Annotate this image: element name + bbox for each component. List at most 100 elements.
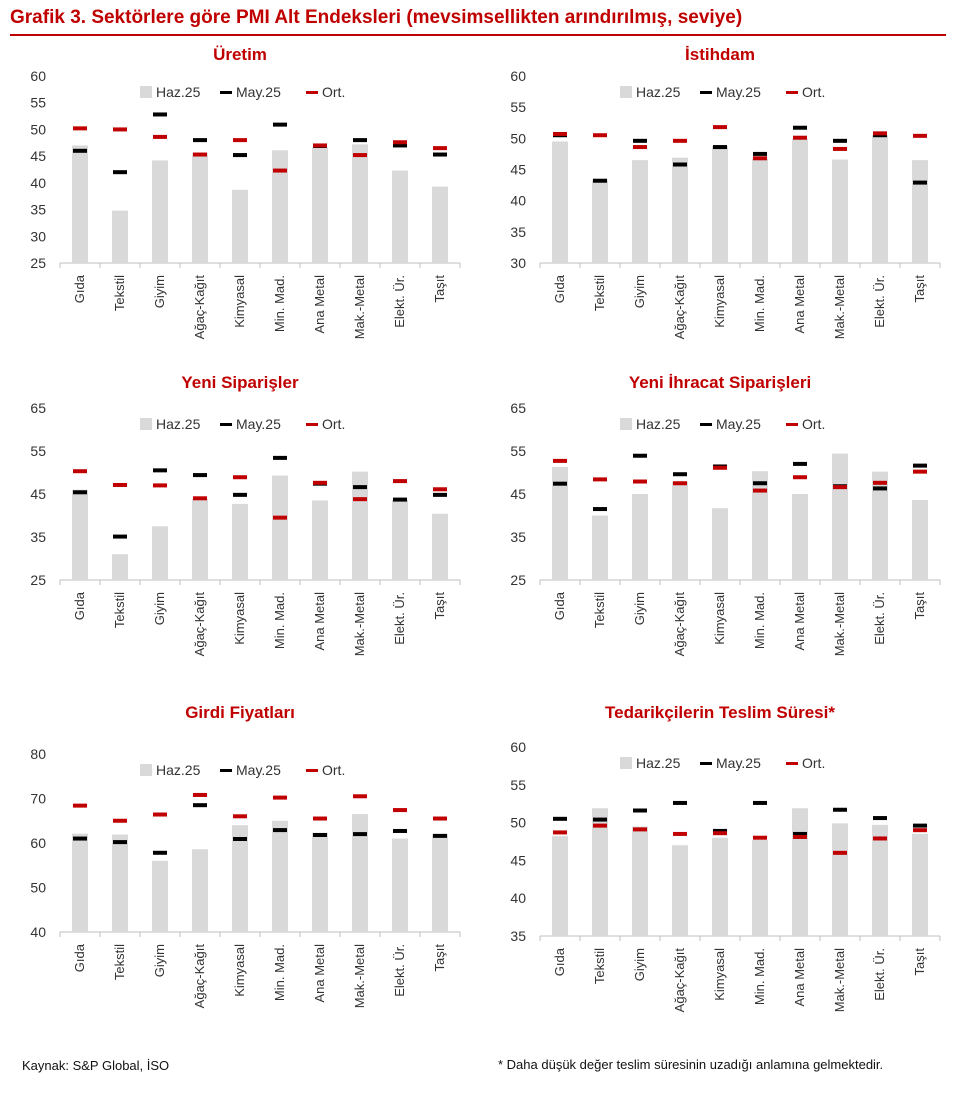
bar-haz25: [312, 500, 328, 580]
x-category-label: Min. Mad.: [272, 592, 287, 649]
marker-ort: [913, 133, 927, 138]
bar-haz25: [712, 508, 728, 580]
marker-may25: [713, 145, 727, 150]
marker-may25: [113, 170, 127, 175]
legend-swatch-ort: [786, 423, 798, 426]
marker-ort: [393, 140, 407, 145]
marker-may25: [833, 138, 847, 143]
x-category-label: Kimyasal: [712, 275, 727, 328]
x-category-label: Ağaç-Kağıt: [192, 275, 207, 340]
bar-haz25: [552, 466, 568, 580]
y-tick-label: 25: [510, 572, 526, 588]
x-category-label: Ana Metal: [792, 592, 807, 651]
legend-label-haz25: Haz.25: [156, 416, 201, 432]
marker-may25: [793, 831, 807, 836]
legend-swatch-ort: [306, 91, 318, 94]
x-category-label: Elekt. Ür.: [392, 944, 407, 997]
y-tick-label: 25: [30, 572, 46, 588]
legend-swatch-haz25: [620, 757, 632, 769]
legend-swatch-ort: [306, 423, 318, 426]
x-category-label: Gıda: [72, 274, 87, 303]
marker-may25: [873, 486, 887, 491]
marker-ort: [233, 475, 247, 480]
marker-may25: [73, 148, 87, 153]
marker-ort: [433, 146, 447, 151]
bar-haz25: [192, 153, 208, 263]
marker-may25: [153, 468, 167, 473]
marker-may25: [793, 461, 807, 466]
x-category-label: Kimyasal: [232, 944, 247, 997]
x-category-label: Ağaç-Kağıt: [672, 275, 687, 340]
marker-may25: [753, 800, 767, 805]
marker-ort: [673, 831, 687, 836]
marker-may25: [393, 497, 407, 502]
legend-label-ort: Ort.: [322, 416, 345, 432]
legend-swatch-ort: [306, 769, 318, 772]
y-tick-label: 55: [510, 777, 526, 793]
marker-may25: [233, 492, 247, 497]
bar-haz25: [912, 833, 928, 936]
legend-label-may25: May.25: [236, 416, 281, 432]
bar-haz25: [552, 141, 568, 263]
marker-ort: [633, 479, 647, 484]
y-tick-label: 45: [30, 486, 46, 502]
marker-may25: [913, 463, 927, 468]
chart-title: Yeni Siparişler: [181, 373, 299, 392]
marker-ort: [793, 475, 807, 480]
marker-ort: [193, 152, 207, 157]
marker-may25: [753, 481, 767, 486]
marker-ort: [153, 812, 167, 817]
marker-ort: [153, 134, 167, 139]
x-category-label: Ağaç-Kağıt: [672, 948, 687, 1013]
legend-swatch-ort: [786, 762, 798, 765]
bar-haz25: [112, 554, 128, 580]
y-tick-label: 60: [30, 835, 46, 851]
marker-may25: [393, 143, 407, 148]
y-tick-label: 55: [510, 443, 526, 459]
bar-haz25: [632, 826, 648, 936]
y-tick-label: 25: [30, 255, 46, 271]
x-category-label: Giyim: [152, 944, 167, 977]
marker-may25: [193, 803, 207, 808]
chart-title: Üretim: [213, 45, 267, 64]
legend-label-haz25: Haz.25: [636, 416, 681, 432]
bar-haz25: [432, 186, 448, 263]
marker-ort: [393, 808, 407, 813]
marker-may25: [153, 850, 167, 855]
marker-may25: [193, 473, 207, 478]
x-category-label: Mak.-Metal: [832, 592, 847, 656]
x-category-label: Mak.-Metal: [352, 944, 367, 1008]
marker-may25: [553, 481, 567, 486]
y-tick-label: 40: [510, 890, 526, 906]
legend-swatch-haz25: [140, 86, 152, 98]
bar-haz25: [752, 158, 768, 263]
marker-may25: [673, 800, 687, 805]
bar-haz25: [672, 845, 688, 936]
bar-haz25: [792, 138, 808, 263]
legend-swatch-may25: [700, 423, 712, 426]
bar-haz25: [232, 503, 248, 580]
legend-label-may25: May.25: [716, 755, 761, 771]
marker-may25: [433, 152, 447, 157]
bar-haz25: [312, 832, 328, 932]
x-category-label: Gıda: [552, 274, 567, 303]
x-category-label: Elekt. Ür.: [872, 948, 887, 1001]
x-category-label: Elekt. Ür.: [872, 275, 887, 328]
y-tick-label: 35: [510, 529, 526, 545]
figure-title: Grafik 3. Sektörlere göre PMI Alt Endeks…: [10, 7, 743, 28]
marker-ort: [793, 834, 807, 839]
x-category-label: Mak.-Metal: [352, 275, 367, 339]
marker-may25: [273, 455, 287, 460]
legend-swatch-haz25: [620, 418, 632, 430]
chart-uretim: Üretim 25 30 35 40 45 50 55 60 Gıda Tekstil Giyim Ağ…: [30, 45, 461, 340]
legend-label-ort: Ort.: [802, 416, 825, 432]
y-tick-label: 45: [510, 852, 526, 868]
bar-haz25: [392, 170, 408, 263]
x-category-label: Giyim: [632, 275, 647, 308]
marker-ort: [273, 168, 287, 173]
x-category-label: Giyim: [152, 275, 167, 308]
x-category-label: Taşıt: [432, 592, 447, 620]
marker-may25: [313, 832, 327, 837]
marker-may25: [593, 178, 607, 183]
marker-ort: [673, 481, 687, 486]
